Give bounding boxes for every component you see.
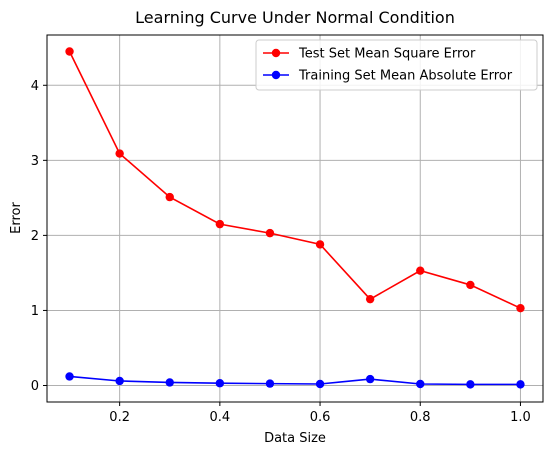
- data-point: [516, 380, 525, 389]
- data-point: [416, 379, 425, 389]
- x-tick-label: 0.6: [310, 410, 331, 425]
- y-tick-label: 3: [31, 154, 39, 169]
- ticks: 0.2 0.4 0.6 0.8 1.0 0 1 2 3 4: [31, 79, 531, 425]
- series-line: [69, 375, 521, 386]
- data-point: [516, 303, 525, 313]
- axes-frame: [46, 34, 544, 403]
- x-axis-label: Data Size: [264, 431, 326, 446]
- legend-box: [255, 39, 538, 91]
- legend-marker: [271, 48, 281, 58]
- data-point: [416, 266, 425, 275]
- data-point: [466, 380, 475, 389]
- data-point: [315, 379, 325, 389]
- legend-marker: [271, 70, 281, 80]
- legend-label: Training Set Mean Absolute Error: [298, 69, 513, 84]
- y-tick-label: 2: [31, 229, 39, 244]
- data-point: [165, 378, 174, 387]
- data-point: [365, 294, 375, 304]
- legend-label: Test Set Mean Square Error: [298, 47, 476, 62]
- data-point: [115, 149, 124, 158]
- data-point: [215, 379, 225, 388]
- data-point: [315, 240, 325, 249]
- y-axis-label: Error: [9, 202, 24, 234]
- x-tick-label: 1.0: [510, 410, 531, 425]
- data-point: [265, 228, 275, 238]
- data-point: [65, 47, 74, 56]
- y-tick-label: 1: [31, 304, 39, 319]
- x-tick-label: 0.2: [109, 410, 130, 425]
- chart-title: Learning Curve Under Normal Condition: [135, 8, 455, 27]
- data-point: [65, 372, 74, 381]
- data-point: [165, 192, 174, 202]
- series-2: [65, 372, 525, 389]
- data-point: [466, 280, 475, 290]
- legend: Test Set Mean Square Error Training Set M…: [255, 39, 538, 91]
- series-layer: [65, 47, 525, 389]
- y-tick-label: 4: [31, 79, 39, 94]
- data-point: [215, 219, 225, 229]
- data-point: [115, 376, 124, 386]
- x-tick-label: 0.4: [210, 410, 231, 425]
- series-1: [65, 47, 525, 313]
- y-tick-label: 0: [31, 379, 39, 394]
- data-point: [365, 374, 375, 384]
- series-line: [68, 51, 521, 309]
- x-tick-label: 0.8: [410, 410, 431, 425]
- data-point: [265, 379, 275, 388]
